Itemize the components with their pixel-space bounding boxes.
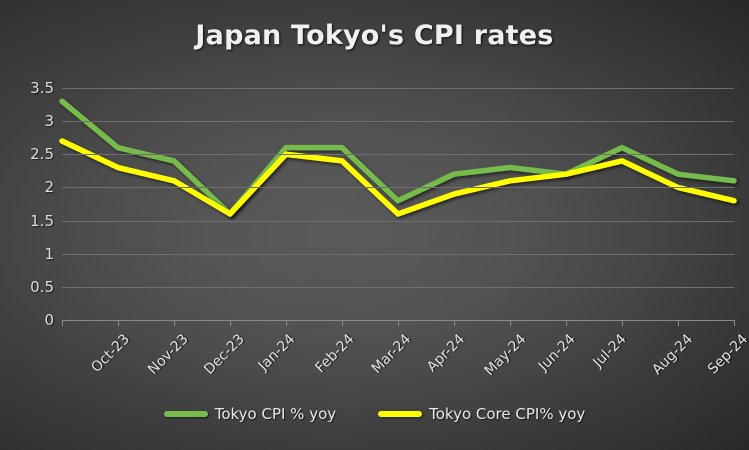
x-axis-tick [62,320,63,326]
x-axis-tick [398,320,399,326]
y-axis-tick-label: 3 [44,112,54,131]
x-axis-tick-label: Mar-24 [368,331,415,377]
x-axis-tick-label: Oct-23 [88,331,133,376]
chart-legend: Tokyo CPI % yoy Tokyo Core CPI% yoy [0,405,749,423]
x-axis-tick-label: Jun-24 [535,331,579,375]
y-axis-tick-label: 0.5 [30,277,54,296]
x-axis-tick-label: Nov-23 [145,331,192,378]
x-axis-tick-label: Apr-24 [424,331,469,376]
gridline [62,154,734,156]
chart-title: Japan Tokyo's CPI rates [195,20,554,51]
x-axis-labels: Oct-23 Nov-23 Dec-23 Jan-24 Feb-24 Mar-24 Apr-… [62,327,749,397]
x-axis-tick-label: Aug-24 [649,331,697,379]
x-axis-tick [678,320,679,326]
x-axis-tick [174,320,175,326]
series-line [59,138,737,217]
y-axis-tick-label: 2 [44,178,54,197]
x-axis-ticks [62,320,735,327]
y-axis-tick-label: 1 [44,244,54,263]
gridline [62,286,734,288]
x-axis-tick [510,320,511,326]
x-axis-tick [566,320,567,326]
x-axis-tick [342,320,343,326]
x-axis-tick [454,320,455,326]
series-line [59,98,737,217]
gridline [62,187,734,189]
x-axis-tick-label: Feb-24 [312,331,358,377]
gridline [62,253,734,255]
y-axis-tick-label: 2.5 [30,145,54,164]
legend-item[interactable]: Tokyo CPI % yoy [163,405,337,423]
plot-area [59,88,737,321]
x-axis-tick-label: May-24 [481,331,530,380]
x-axis-tick [734,320,735,326]
y-axis-tick-label: 1.5 [30,211,54,230]
x-axis-tick-label: Jul-24 [590,331,630,371]
series-lines [59,98,737,217]
gridline [62,88,734,89]
y-axis-tick-label: 3.5 [30,79,54,97]
x-axis-tick [230,320,231,326]
x-axis-tick [118,320,119,326]
gridline [62,121,734,123]
y-axis-tick-label: 0 [44,311,54,329]
y-axis-labels: 0 0.5 1 1.5 2 2.5 3 3.5 [8,79,54,329]
legend-label: Tokyo CPI % yoy [214,405,337,423]
legend-line-swatch [163,411,208,417]
legend-label: Tokyo Core CPI% yoy [429,405,586,423]
legend-line-swatch [378,411,423,417]
gridline [62,220,734,222]
x-axis-tick-label: Jan-24 [255,331,299,374]
x-axis-tick-label: Dec-23 [201,331,248,378]
x-axis-tick [622,320,623,326]
x-axis-tick [286,320,287,326]
legend-item[interactable]: Tokyo Core CPI% yoy [378,405,585,423]
